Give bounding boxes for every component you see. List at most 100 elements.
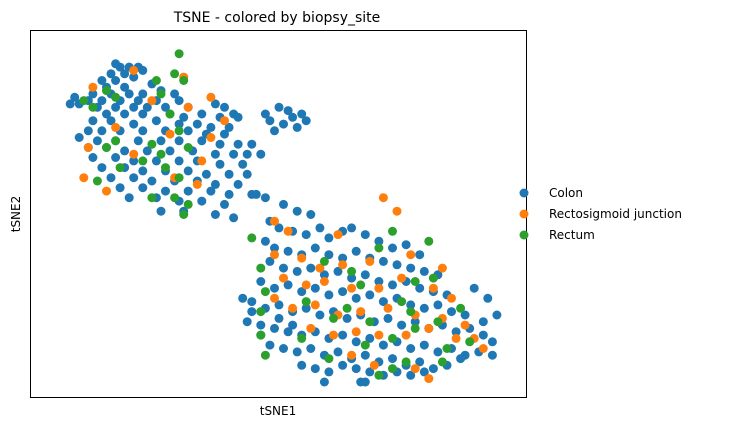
data-point bbox=[383, 313, 393, 323]
data-point bbox=[138, 126, 148, 136]
data-point bbox=[106, 173, 116, 183]
data-point bbox=[369, 360, 379, 370]
data-point bbox=[374, 236, 384, 246]
data-point bbox=[292, 122, 302, 132]
data-point bbox=[88, 89, 98, 99]
data-point bbox=[151, 156, 161, 166]
data-point bbox=[460, 310, 470, 320]
data-point bbox=[460, 320, 470, 330]
data-point bbox=[111, 153, 121, 162]
data-point bbox=[129, 149, 139, 159]
data-point bbox=[170, 193, 180, 203]
data-point bbox=[174, 173, 184, 183]
legend-label: Colon bbox=[549, 186, 583, 200]
data-point bbox=[410, 364, 420, 374]
data-point bbox=[106, 69, 116, 79]
data-point bbox=[174, 49, 184, 59]
data-point bbox=[210, 149, 220, 159]
data-point bbox=[161, 163, 170, 173]
legend-label: Rectum bbox=[549, 228, 595, 242]
data-point bbox=[192, 179, 202, 189]
data-point bbox=[388, 280, 397, 290]
data-point bbox=[338, 330, 348, 340]
data-point bbox=[374, 330, 384, 340]
data-point bbox=[120, 109, 130, 119]
data-point bbox=[270, 250, 279, 260]
data-point bbox=[129, 65, 139, 75]
data-point bbox=[206, 122, 216, 132]
data-point bbox=[156, 136, 166, 146]
data-point bbox=[247, 307, 257, 317]
data-point bbox=[88, 153, 98, 162]
data-point bbox=[224, 189, 234, 199]
data-point bbox=[297, 287, 307, 297]
data-point bbox=[129, 156, 139, 166]
data-point bbox=[351, 327, 361, 337]
data-point bbox=[397, 273, 407, 283]
legend-marker bbox=[519, 188, 529, 198]
data-point bbox=[260, 350, 270, 360]
data-point bbox=[183, 166, 193, 176]
data-point bbox=[310, 243, 320, 253]
data-point bbox=[437, 357, 447, 367]
data-point bbox=[220, 199, 229, 209]
data-point bbox=[301, 280, 311, 290]
data-point bbox=[151, 76, 161, 85]
data-point bbox=[283, 246, 293, 256]
data-point bbox=[174, 96, 184, 106]
data-point bbox=[428, 283, 438, 293]
data-point bbox=[201, 169, 211, 179]
data-point bbox=[406, 250, 416, 260]
data-point bbox=[478, 344, 488, 353]
data-point bbox=[415, 283, 425, 293]
data-point bbox=[324, 250, 334, 260]
data-point bbox=[229, 213, 239, 223]
data-point bbox=[297, 333, 307, 343]
data-point bbox=[365, 317, 375, 327]
data-point bbox=[83, 126, 93, 136]
data-point bbox=[138, 183, 148, 193]
data-point bbox=[324, 290, 334, 300]
data-point bbox=[319, 377, 329, 387]
data-point bbox=[283, 327, 293, 337]
x-axis-label: tSNE1 bbox=[260, 404, 297, 418]
data-point bbox=[88, 102, 98, 112]
data-point bbox=[437, 263, 447, 273]
data-point bbox=[192, 119, 202, 129]
data-point bbox=[120, 82, 130, 92]
data-point bbox=[65, 99, 75, 109]
data-point bbox=[88, 116, 98, 126]
data-point bbox=[233, 179, 243, 189]
data-point bbox=[270, 126, 279, 136]
data-point bbox=[319, 277, 329, 286]
data-point bbox=[147, 96, 157, 106]
data-point bbox=[165, 129, 175, 139]
data-point bbox=[315, 223, 325, 233]
data-point bbox=[406, 307, 416, 317]
data-point bbox=[360, 340, 370, 350]
data-point bbox=[401, 330, 411, 340]
data-point bbox=[115, 62, 125, 72]
data-point bbox=[270, 243, 279, 253]
data-point bbox=[424, 374, 434, 384]
data-point bbox=[301, 230, 311, 240]
data-point bbox=[401, 357, 411, 367]
data-point bbox=[397, 320, 407, 330]
data-point bbox=[151, 116, 161, 126]
data-point bbox=[401, 240, 411, 250]
data-point bbox=[274, 223, 284, 233]
data-point bbox=[260, 236, 270, 246]
data-point bbox=[347, 273, 357, 283]
data-point bbox=[174, 126, 184, 136]
data-point bbox=[179, 76, 189, 85]
data-point bbox=[478, 330, 488, 340]
data-point bbox=[124, 89, 134, 99]
data-point bbox=[279, 199, 288, 209]
data-point bbox=[378, 340, 388, 350]
data-point bbox=[338, 260, 348, 270]
data-point bbox=[388, 354, 397, 364]
data-point bbox=[338, 253, 348, 263]
data-point bbox=[424, 236, 434, 246]
data-point bbox=[342, 313, 352, 323]
